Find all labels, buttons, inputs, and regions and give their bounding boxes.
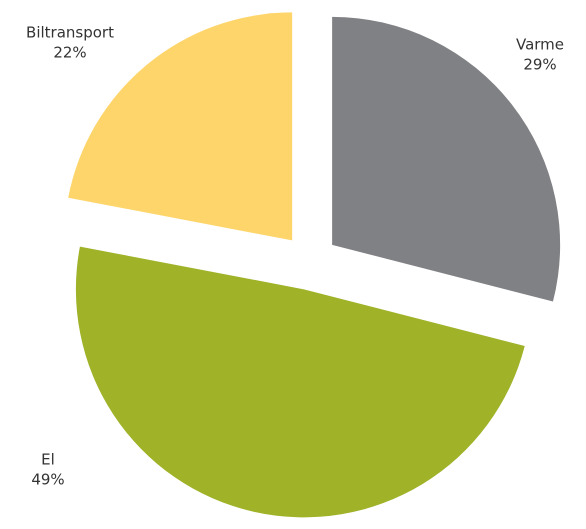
slice-value-label: 49%	[31, 471, 64, 489]
slice-label: Biltransport	[26, 24, 114, 42]
pie-slice	[332, 16, 561, 302]
slice-label: El	[41, 451, 55, 469]
slice-label: Varme	[516, 36, 564, 54]
pie-slice	[68, 12, 293, 241]
slice-value-label: 29%	[523, 56, 556, 74]
pie-slice	[75, 246, 525, 518]
slice-value-label: 22%	[53, 44, 86, 62]
